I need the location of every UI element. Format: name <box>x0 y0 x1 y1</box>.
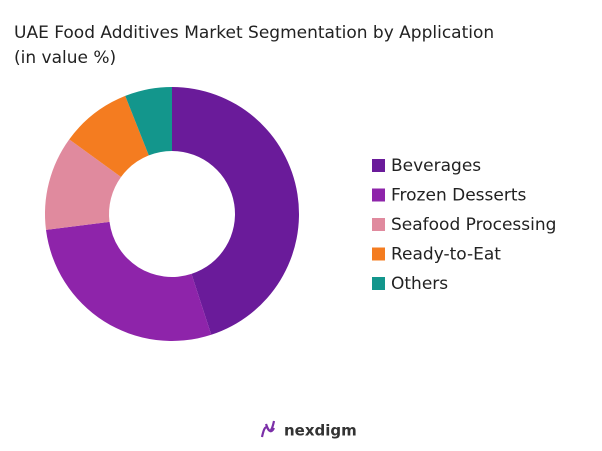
legend-swatch <box>372 218 385 231</box>
chart-title: UAE Food Additives Market Segmentation b… <box>14 23 494 43</box>
legend-swatch <box>372 277 385 290</box>
legend-label: Ready-to-Eat <box>391 245 501 265</box>
legend-swatch <box>372 159 385 172</box>
legend-swatch <box>372 188 385 202</box>
brand-logo <box>260 420 276 438</box>
legend-label: Frozen Desserts <box>391 186 526 206</box>
donut-slice <box>45 139 122 230</box>
legend-label: Others <box>391 274 448 294</box>
chart-subtitle: (in value %) <box>14 48 116 68</box>
donut-slice <box>125 87 172 156</box>
legend-swatch <box>372 247 385 261</box>
donut-slice <box>69 95 149 177</box>
donut-slice <box>172 87 300 335</box>
legend-label: Seafood Processing <box>391 215 556 235</box>
brand-name: nexdigm <box>284 422 357 440</box>
donut-slice <box>46 221 212 341</box>
legend-label: Beverages <box>391 156 481 176</box>
